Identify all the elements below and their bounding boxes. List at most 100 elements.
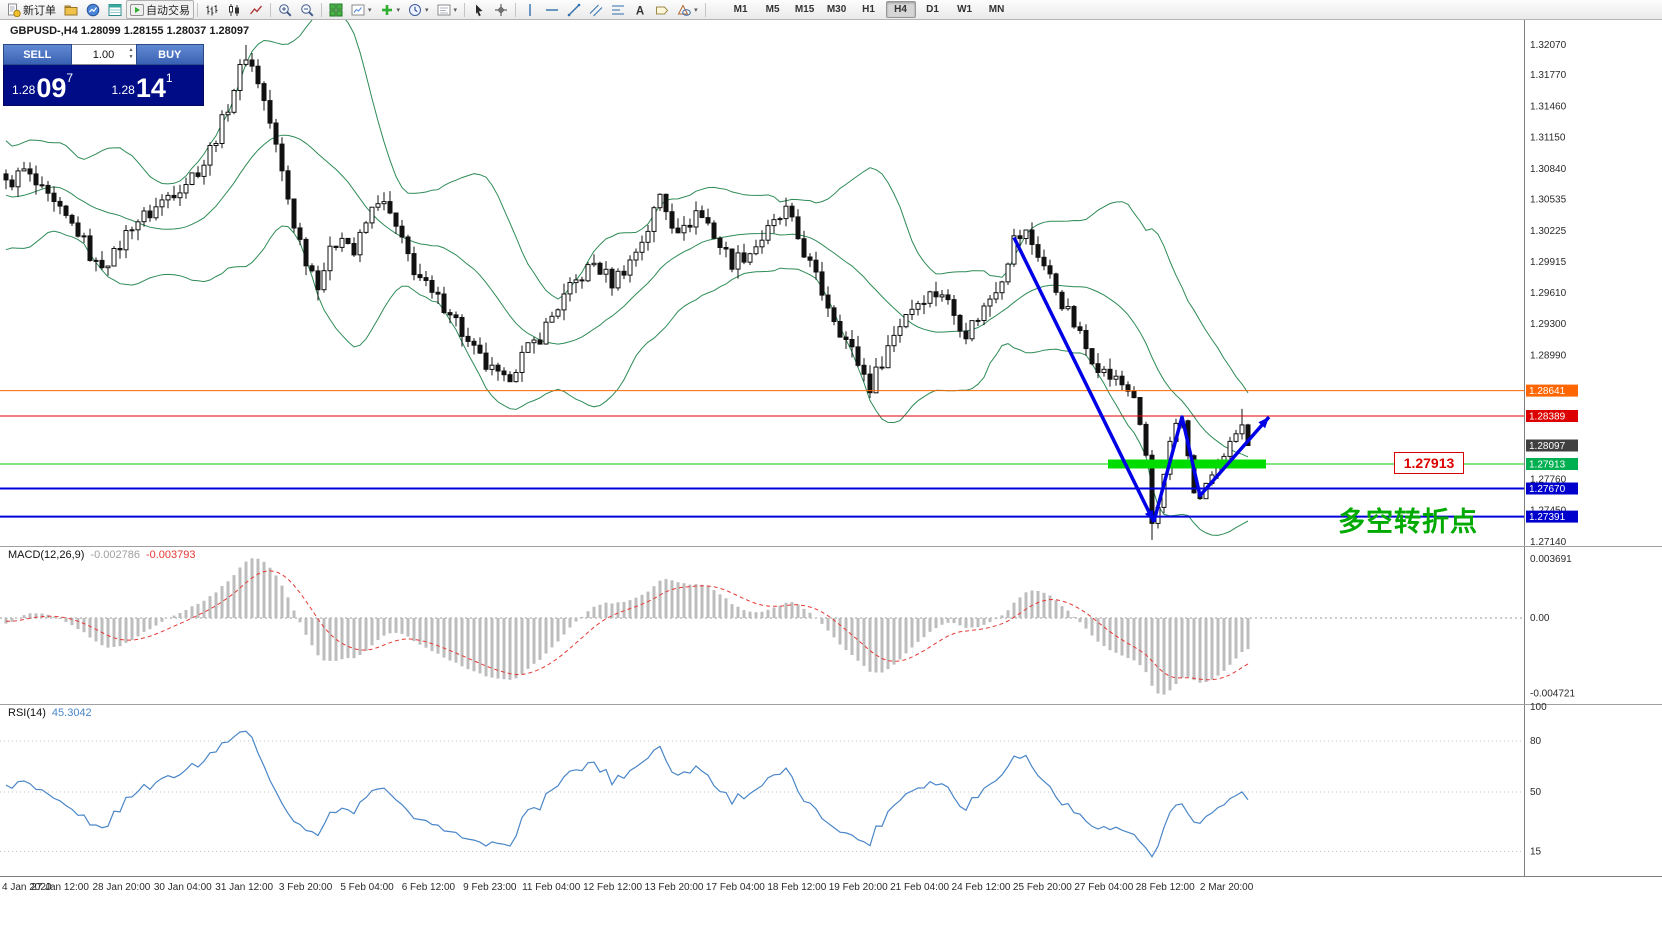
timeframe-h1-button[interactable]: H1: [862, 4, 875, 15]
time-scale-label: 28 Jan 20:00: [92, 882, 150, 893]
charts-button[interactable]: [82, 0, 104, 19]
time-scale-label: 27 Feb 04:00: [1074, 882, 1133, 893]
profile-icon: [64, 3, 78, 17]
candlestick-series: [3, 45, 1251, 540]
macd-signal-value: -0.003793: [145, 549, 196, 561]
bars-icon: [205, 3, 219, 17]
timeframe-mn-button[interactable]: MN: [988, 4, 1005, 15]
tile-windows-button[interactable]: [325, 0, 347, 19]
volume-spinner[interactable]: ▲ ▼: [129, 47, 134, 61]
buy-button[interactable]: BUY: [135, 44, 204, 65]
price-scale-label: 1.31150: [1530, 133, 1566, 144]
price-scale-tag: [1526, 510, 1578, 523]
text-button[interactable]: A: [629, 0, 651, 19]
toolbar-separator: [515, 2, 517, 17]
candle-chart-button[interactable]: [223, 0, 245, 19]
bb-middle-band: [5, 134, 1249, 458]
time-scale[interactable]: [0, 877, 1662, 899]
zoom-out-button[interactable]: [296, 0, 318, 19]
rsi-name: RSI(14): [8, 707, 46, 719]
time-scale-label: 30 Jan 04:00: [154, 882, 212, 893]
macd-scale-label: 0.00: [1530, 613, 1550, 624]
volume-value: 1.00: [92, 48, 115, 61]
trendline-icon: [567, 3, 581, 17]
toolbar-separator: [704, 2, 706, 17]
support-highlight-bar[interactable]: [1108, 459, 1266, 469]
line-chart-button[interactable]: [245, 0, 267, 19]
timeframe-d1-button[interactable]: D1: [926, 4, 939, 15]
macd-signal-line: [5, 570, 1249, 681]
trend-arrow-line: [1012, 236, 1156, 523]
templates-icon: [437, 3, 451, 17]
rsi-indicator-label: RSI(14) 45.3042: [8, 707, 92, 719]
rsi-scale-label: 80: [1530, 736, 1542, 747]
price-scale-label: 1.29915: [1530, 257, 1567, 268]
price-scale-tag-label: 1.27391: [1529, 512, 1566, 523]
macd-main-value: -0.002786: [90, 549, 140, 561]
text-icon: A: [633, 3, 647, 17]
time-scale-label: 9 Feb 23:00: [463, 882, 517, 893]
price-scale-label: 1.30225: [1530, 226, 1567, 237]
chevron-down-icon: ▾: [368, 6, 372, 14]
toolbar-separator: [321, 2, 322, 17]
crosshair-button[interactable]: [490, 0, 512, 19]
timeframe-m15-button[interactable]: M15: [794, 4, 815, 15]
macd-name: MACD(12,26,9): [8, 549, 85, 561]
rsi-panel[interactable]: [0, 705, 1524, 877]
spinner-up-icon[interactable]: ▲: [128, 47, 134, 53]
autotrade-button[interactable]: 自动交易: [126, 0, 194, 19]
main-chart-area[interactable]: [0, 20, 1524, 547]
autotrade-icon: [130, 3, 144, 17]
indicators-icon: [380, 3, 394, 17]
bar-chart-button[interactable]: [201, 0, 223, 19]
buy-price-sup: 1: [165, 71, 173, 85]
price-scale-label: 1.29300: [1530, 319, 1567, 330]
price-scale-tag: [1526, 410, 1578, 422]
volume-input[interactable]: 1.00 ▲ ▼: [71, 44, 136, 65]
label-button[interactable]: [651, 0, 673, 19]
timeframe-m1-button[interactable]: M1: [733, 4, 748, 15]
crosshair-icon: [494, 3, 508, 17]
time-scale-label: 3 Feb 20:00: [279, 882, 333, 893]
zoom-in-button[interactable]: [274, 0, 296, 19]
price-level-tag[interactable]: 1.27913: [1394, 452, 1464, 474]
macd-histogram: [4, 558, 1250, 695]
trendline-button[interactable]: [563, 0, 585, 19]
price-scale-label: 1.29610: [1530, 288, 1567, 299]
candles-icon: [227, 3, 241, 17]
fibonacci-button[interactable]: [607, 0, 629, 19]
new-order-button[interactable]: 新订单: [3, 0, 60, 19]
macd-panel[interactable]: [0, 547, 1524, 705]
trend-arrows[interactable]: [1012, 236, 1271, 523]
profile-button[interactable]: [60, 0, 82, 19]
templates-button[interactable]: ▾: [433, 0, 462, 19]
price-scale[interactable]: [1525, 20, 1662, 877]
sell-button[interactable]: SELL: [3, 44, 72, 65]
periods-button[interactable]: ▾: [404, 0, 433, 19]
horizontal-line-button[interactable]: [541, 0, 563, 19]
vertical-line-button[interactable]: [519, 0, 541, 19]
time-scale-label: 11 Feb 04:00: [522, 882, 581, 893]
channel-button[interactable]: [585, 0, 607, 19]
price-scale-tag-label: 1.28641: [1529, 386, 1566, 397]
rsi-value: 45.3042: [51, 707, 92, 719]
data-window-button[interactable]: [104, 0, 126, 19]
shapes-button[interactable]: ▾: [673, 0, 702, 19]
rsi-scale-label: 15: [1530, 847, 1542, 858]
timeframe-w1-button[interactable]: W1: [957, 4, 973, 15]
time-scale-label: 31 Jan 12:00: [215, 882, 273, 893]
rsi-scale-label: 100: [1530, 702, 1547, 713]
timeframe-h4-button[interactable]: H4: [885, 1, 916, 18]
cursor-icon: [472, 3, 486, 17]
timeframe-m30-button[interactable]: M30: [826, 4, 847, 15]
cursor-button[interactable]: [468, 0, 490, 19]
new-chart-button[interactable]: ▾: [347, 0, 376, 19]
arrow-head-icon: [1144, 509, 1154, 522]
indicators-button[interactable]: ▾: [376, 0, 405, 19]
symbol-info: GBPUSD-,H4 1.28099 1.28155 1.28037 1.280…: [10, 25, 250, 37]
timeframe-m5-button[interactable]: M5: [765, 4, 780, 15]
shapes-icon: [677, 3, 691, 17]
turning-point-annotation[interactable]: 多空转折点: [1338, 507, 1478, 537]
spinner-down-icon[interactable]: ▼: [128, 54, 134, 60]
